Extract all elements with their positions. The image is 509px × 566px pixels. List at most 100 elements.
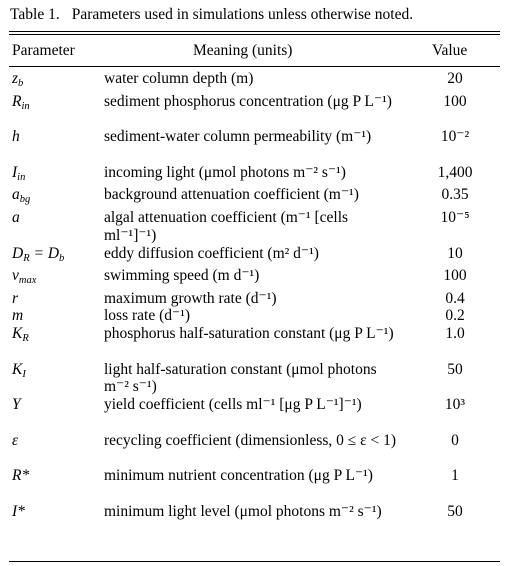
- parameter-symbol: vmax: [9, 267, 104, 290]
- symbol-main: Y: [12, 396, 21, 414]
- parameter-symbol: I*: [9, 503, 104, 539]
- table-row: m loss rate (d⁻¹) 0.2: [9, 307, 500, 325]
- parameter-value: 1: [451, 467, 459, 485]
- parameter-meaning: sediment phosphorus concentration (μg P …: [104, 92, 392, 110]
- parameter-meaning: light half-saturation constant (μmol pho…: [104, 360, 377, 396]
- symbol-tail: = D: [29, 244, 60, 262]
- parameter-meaning: incoming light (μmol photons m⁻² s⁻¹): [104, 163, 346, 181]
- parameter-value: 0.4: [445, 289, 465, 307]
- parameter-value: 0.35: [441, 186, 469, 204]
- top-rule: [9, 31, 500, 33]
- table-row: KI light half-saturation constant (μmol p…: [9, 361, 500, 397]
- header-top-rule: [9, 34, 500, 35]
- symbol-subscript: R: [23, 252, 30, 264]
- parameter-value: 10³: [444, 396, 466, 414]
- table-row: r maximum growth rate (d⁻¹) 0.4: [9, 290, 500, 308]
- symbol-tail-subscript: b: [59, 252, 65, 264]
- parameter-value: 20: [447, 70, 463, 87]
- symbol-main: I*: [12, 502, 25, 520]
- parameter-meaning: sediment-water column permeability (m⁻¹): [104, 128, 372, 146]
- parameter-value: 10⁻²: [440, 128, 470, 146]
- table-row: abg background attenuation coefficient (m…: [9, 186, 500, 209]
- parameter-meaning: loss rate (d⁻¹): [104, 307, 190, 325]
- parameter-value: 1.0: [445, 324, 465, 342]
- symbol-main: R*: [12, 467, 30, 485]
- symbol-main: I: [12, 163, 18, 181]
- header-parameter: Parameter: [12, 42, 75, 59]
- symbol-main: h: [12, 128, 20, 146]
- table-row: Iin incoming light (μmol photons m⁻² s⁻¹)…: [9, 164, 500, 187]
- parameter-symbol: Y: [9, 396, 104, 432]
- parameter-symbol: a: [9, 209, 104, 245]
- symbol-main: r: [12, 289, 19, 307]
- table-row: ε recycling coefficient (dimensionless, 0…: [9, 432, 500, 468]
- symbol-subscript: max: [18, 275, 37, 287]
- parameter-symbol: R*: [9, 467, 104, 503]
- parameter-value: 50: [447, 360, 463, 378]
- parameter-value: 100: [443, 267, 467, 285]
- parameter-symbol: m: [9, 307, 104, 325]
- symbol-subscript: in: [17, 171, 26, 183]
- parameter-value: 0: [451, 431, 459, 449]
- table-row: a algal attenuation coefficient (m⁻¹ [cel…: [9, 209, 500, 245]
- symbol-main: D: [12, 244, 24, 262]
- parameter-meaning: recycling coefficient (dimensionless, 0 …: [104, 431, 397, 449]
- table-row: KR phosphorus half-saturation constant (μ…: [9, 325, 500, 361]
- symbol-main: v: [12, 267, 19, 285]
- symbol-subscript: in: [21, 100, 30, 112]
- parameter-meaning: minimum light level (μmol photons m⁻² s⁻…: [104, 502, 382, 520]
- parameter-meaning: maximum growth rate (d⁻¹): [104, 289, 277, 307]
- parameter-meaning: yield coefficient (cells ml⁻¹ [μg P L⁻¹]…: [104, 396, 362, 414]
- bottom-rule: [9, 561, 500, 563]
- table-row: DR = Db eddy diffusion coefficient (m² d⁻…: [9, 245, 500, 268]
- parameter-meaning: minimum nutrient concentration (μg P L⁻¹…: [104, 467, 373, 485]
- header-bottom-rule: [9, 66, 500, 67]
- symbol-main: ε: [12, 431, 19, 449]
- symbol-main: K: [12, 324, 23, 342]
- table-row: vmax swimming speed (m d⁻¹) 100: [9, 267, 500, 290]
- table-caption: Table 1. Parameters used in simulations u…: [10, 6, 413, 24]
- parameter-value: 0.2: [445, 307, 465, 325]
- parameter-value: 50: [447, 502, 463, 520]
- table-row: R* minimum nutrient concentration (μg P L…: [9, 467, 500, 503]
- parameter-symbol: KR: [9, 325, 104, 361]
- header-meaning: Meaning (units): [193, 42, 293, 59]
- parameter-meaning: eddy diffusion coefficient (m² d⁻¹): [104, 244, 319, 262]
- symbol-main: K: [12, 360, 23, 378]
- symbol-main: z: [12, 70, 19, 87]
- parameter-symbol: Iin: [9, 164, 104, 187]
- parameter-symbol: zb: [9, 70, 104, 93]
- table-row: zb water column depth (m) 20: [9, 70, 500, 93]
- parameter-value: 10⁻⁵: [440, 208, 470, 226]
- symbol-main: a: [12, 208, 20, 226]
- symbol-subscript: I: [22, 368, 26, 380]
- table-row: h sediment-water column permeability (m⁻¹…: [9, 128, 500, 164]
- header-value: Value: [432, 42, 468, 59]
- table-row: Rin sediment phosphorus concentration (μg…: [9, 93, 500, 129]
- parameter-symbol: DR = Db: [9, 245, 104, 268]
- symbol-main: R: [12, 92, 22, 110]
- parameter-symbol: h: [9, 128, 104, 164]
- parameter-symbol: KI: [9, 361, 104, 397]
- parameter-meaning: algal attenuation coefficient (m⁻¹ [cell…: [104, 208, 349, 244]
- parameter-table: zb water column depth (m) 20 Rin sediment ph…: [9, 70, 500, 539]
- table-row: I* minimum light level (μmol photons m⁻² …: [9, 503, 500, 539]
- table-caption-text: Parameters used in simulations unless ot…: [71, 6, 414, 23]
- parameter-meaning: phosphorus half-saturation constant (μg …: [104, 324, 394, 342]
- parameter-meaning: background attenuation coefficient (m⁻¹): [104, 186, 359, 204]
- symbol-main: a: [12, 186, 20, 204]
- parameter-symbol: abg: [9, 186, 104, 209]
- parameter-meaning: water column depth (m): [104, 70, 254, 87]
- parameter-value: 10: [447, 244, 463, 262]
- symbol-subscript: R: [22, 332, 29, 344]
- symbol-main: m: [12, 307, 24, 325]
- table-caption-label: Table 1.: [10, 6, 60, 23]
- parameter-symbol: ε: [9, 432, 104, 468]
- parameter-symbol: Rin: [9, 93, 104, 129]
- parameter-value: 100: [443, 92, 467, 110]
- parameter-value: 1,400: [437, 163, 473, 181]
- symbol-subscript: bg: [19, 194, 31, 206]
- parameter-meaning: swimming speed (m d⁻¹): [104, 267, 260, 285]
